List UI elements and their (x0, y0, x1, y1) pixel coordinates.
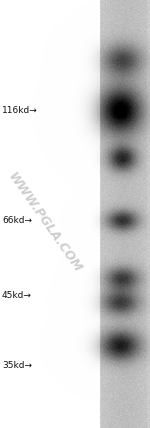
Text: 116kd→: 116kd→ (2, 105, 38, 115)
Text: WWW.PGLA.COM: WWW.PGLA.COM (6, 170, 84, 275)
Text: 35kd→: 35kd→ (2, 360, 32, 369)
Text: 66kd→: 66kd→ (2, 216, 32, 225)
Text: 45kd→: 45kd→ (2, 291, 32, 300)
